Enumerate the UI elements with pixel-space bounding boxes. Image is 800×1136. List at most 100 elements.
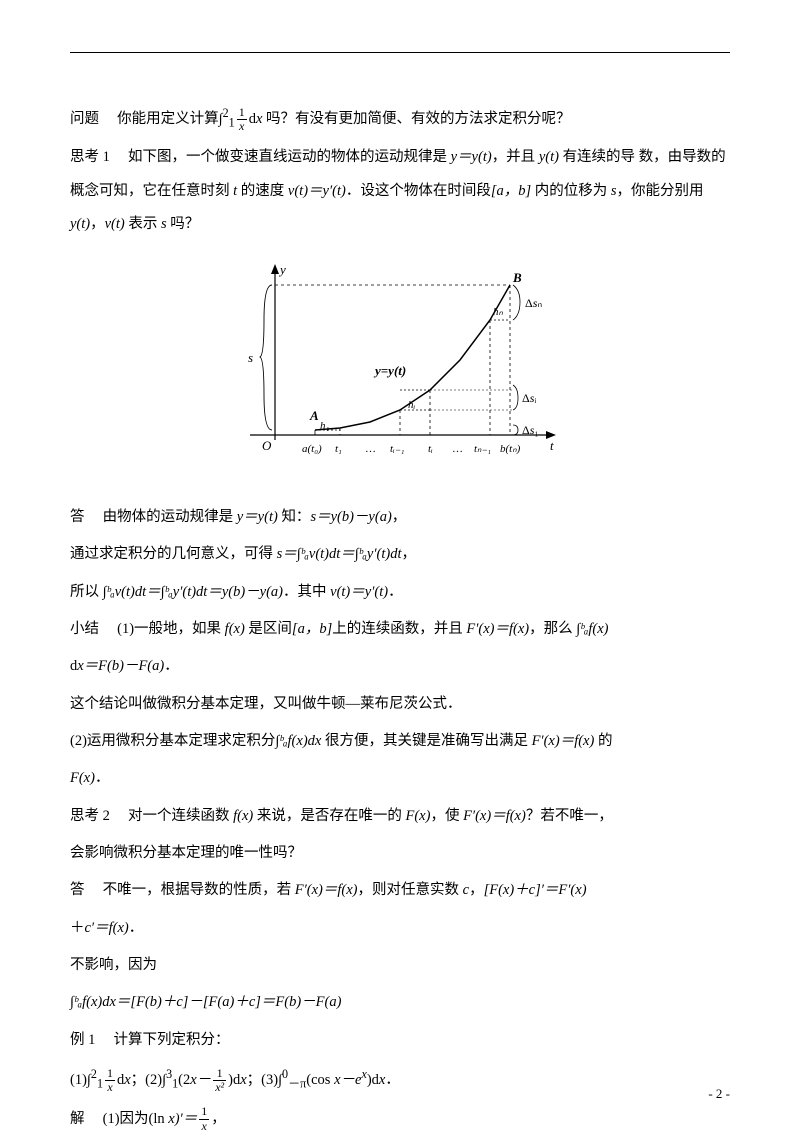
a1d: s＝y(b)－y(a) [310, 509, 391, 525]
sol1a: (1)因为(ln [103, 1111, 169, 1127]
sol1b: x)′＝ [168, 1111, 197, 1127]
top-rule [70, 52, 730, 53]
summary-para-2: 这个结论叫做微积分基本定理，又叫做牛顿—莱布尼茨公式． [70, 688, 730, 721]
ans2-label: 答 [70, 882, 85, 898]
frac-den: x [237, 120, 247, 133]
q-bound-low: 1 [229, 116, 235, 130]
s3e: 的 [594, 733, 612, 749]
answer-para-2: 通过求定积分的几何意义，可得 s＝∫ᵇₐv(t)dt＝∫ᵇₐy′(t)dt， [70, 538, 730, 571]
ex1-label: 例 1 [70, 1032, 95, 1048]
answer-para-1: 答 由物体的运动规律是 y＝y(t) 知：s＝y(b)－y(a)， [70, 501, 730, 534]
svg-text:t: t [550, 438, 554, 453]
sum-label: 小结 [70, 621, 99, 637]
svg-text:y: y [278, 262, 286, 277]
t1-l1b: y＝y(t) [451, 149, 492, 165]
a1b: y＝y(t) [237, 509, 278, 525]
solution-para: 解 (1)因为(ln x)′＝1x， [70, 1103, 730, 1136]
svg-text:…: … [365, 443, 376, 455]
answer-para-3: 所以 ∫ᵇₐv(t)dt＝∫ᵇₐy′(t)dt＝y(b)－y(a)．其中 v(t… [70, 576, 730, 609]
a3b: ∫ᵇₐv(t)dt＝∫ᵇₐy′(t)dt＝y(b)－y(a) [103, 584, 283, 600]
t1-l3f: v(t) [105, 216, 125, 232]
aBb: F′(x)＝f(x) [295, 882, 358, 898]
s3b: ∫ᵇₐf(x)dx [275, 733, 321, 749]
think2-para: 思考 2 对一个连续函数 f(x) 来说，是否存在唯一的 F(x)，使 F′(x… [70, 800, 730, 833]
s1a: (1)一般地，如果 [117, 621, 225, 637]
aBf: [F(x)＋c]′＝F′(x) [484, 882, 587, 898]
frac-1x2: 1x² [213, 1067, 226, 1094]
svg-text:b(tₙ): b(tₙ) [500, 443, 521, 455]
aBi: ． [129, 920, 144, 936]
svg-text:y=y(t): y=y(t) [373, 363, 406, 378]
fn4: 1 [199, 1105, 209, 1119]
a2a: 通过求定积分的几何意义，可得 [70, 546, 277, 562]
think2-para-b: 会影响微积分基本定理的唯一性吗？ [70, 837, 730, 870]
summary-para-3b: F(x)． [70, 762, 730, 795]
t2h: 会影响微积分基本定理的唯一性吗？ [70, 845, 302, 861]
answer2-para: 答 不唯一，根据导数的性质，若 F′(x)＝f(x)，则对任意实数 c，[F(x… [70, 874, 730, 907]
frac-1x: 1x [237, 106, 247, 133]
example1-title: 例 1 计算下列定积分： [70, 1024, 730, 1057]
frac-1x-2: 1x [105, 1067, 115, 1094]
summary-para-1: 小结 (1)一般地，如果 f(x) 是区间[a，b]上的连续函数，并且 F′(x… [70, 613, 730, 646]
s3g: ． [95, 770, 110, 786]
e2c: x－ [190, 1072, 211, 1088]
svg-text:hᵢ: hᵢ [408, 399, 416, 411]
t1-l3a: 内的位移为 [535, 183, 611, 199]
s3c: 很方便，其关键是准确写出满足 [321, 733, 531, 749]
t1-l1d: y(t) [539, 149, 559, 165]
ans-label: 答 [70, 509, 85, 525]
s1k: ． [164, 658, 179, 674]
svg-text:tₙ₋₁: tₙ₋₁ [474, 443, 491, 455]
t1-l3i: 吗？ [167, 216, 200, 232]
a2c: ， [401, 546, 416, 562]
t1-l1a: 如下图，一个做变速直线运动的物体的运动规律是 [128, 149, 451, 165]
e3c: x－e [334, 1072, 361, 1088]
t2a: 对一个连续函数 [128, 808, 233, 824]
s1h: ∫ᵇₐf(x) [576, 621, 608, 637]
svg-text:O: O [262, 438, 272, 453]
a1c: 知： [278, 509, 311, 525]
e3e: d [372, 1072, 379, 1088]
e3-b2: －π [288, 1077, 306, 1091]
svg-text:h₁: h₁ [320, 420, 330, 432]
t1-l3e: ， [90, 216, 105, 232]
s1c: 是区间 [245, 621, 292, 637]
e2b: (2 [178, 1072, 190, 1088]
frac-1x-3: 1x [199, 1105, 209, 1132]
svg-text:Δsₙ: Δsₙ [525, 296, 542, 310]
s3a: (2)运用微积分基本定理求定积分 [70, 733, 275, 749]
t2f: F′(x)＝f(x) [463, 808, 526, 824]
a2b: s＝∫ᵇₐv(t)dt＝∫ᵇₐy′(t)dt [277, 546, 402, 562]
svg-text:tᵢ: tᵢ [428, 443, 433, 455]
fd3: x² [213, 1081, 226, 1094]
aBe: ， [469, 882, 484, 898]
q-dx-x: x [256, 111, 262, 127]
fn3: 1 [213, 1067, 226, 1081]
page-number: - 2 - [708, 1086, 730, 1102]
svg-text:B: B [512, 270, 522, 285]
sum2: 这个结论叫做微积分基本定理，又叫做牛顿—莱布尼茨公式． [70, 696, 462, 712]
a3e: ． [388, 584, 403, 600]
e3b: (cos [306, 1072, 334, 1088]
t2c: 来说，是否存在唯一的 [253, 808, 405, 824]
fn2: 1 [105, 1067, 115, 1081]
t1-l3c: ，你能分别用 [617, 183, 704, 199]
svg-text:A: A [309, 408, 319, 423]
ansC: 不影响，因为 [70, 957, 157, 973]
svg-text:t₁: t₁ [335, 443, 342, 455]
example1-items: (1)∫211xdx；(2)∫31(2x－1x²)dx；(3)∫0－π(cos … [70, 1061, 730, 1098]
aBh: c′＝f(x) [85, 920, 129, 936]
aBg: ＋ [70, 920, 85, 936]
s1f: F′(x)＝f(x) [466, 621, 529, 637]
svg-text:hₙ: hₙ [493, 306, 504, 318]
t1-l2e: ．设这个物体在时间段 [346, 183, 491, 199]
svg-text:s: s [248, 350, 253, 365]
s3f: F(x) [70, 770, 95, 786]
summary-para-3: (2)运用微积分基本定理求定积分∫ᵇₐf(x)dx 很方便，其关键是准确写出满足… [70, 725, 730, 758]
t2d: F(x) [406, 808, 431, 824]
t1-l3g: 表示 [125, 216, 161, 232]
t1-l2c: 的速度 [237, 183, 288, 199]
t1-l2f: [a，b] [491, 183, 531, 199]
e2a: ；(2)∫ [131, 1072, 166, 1088]
fd4: x [199, 1120, 209, 1133]
